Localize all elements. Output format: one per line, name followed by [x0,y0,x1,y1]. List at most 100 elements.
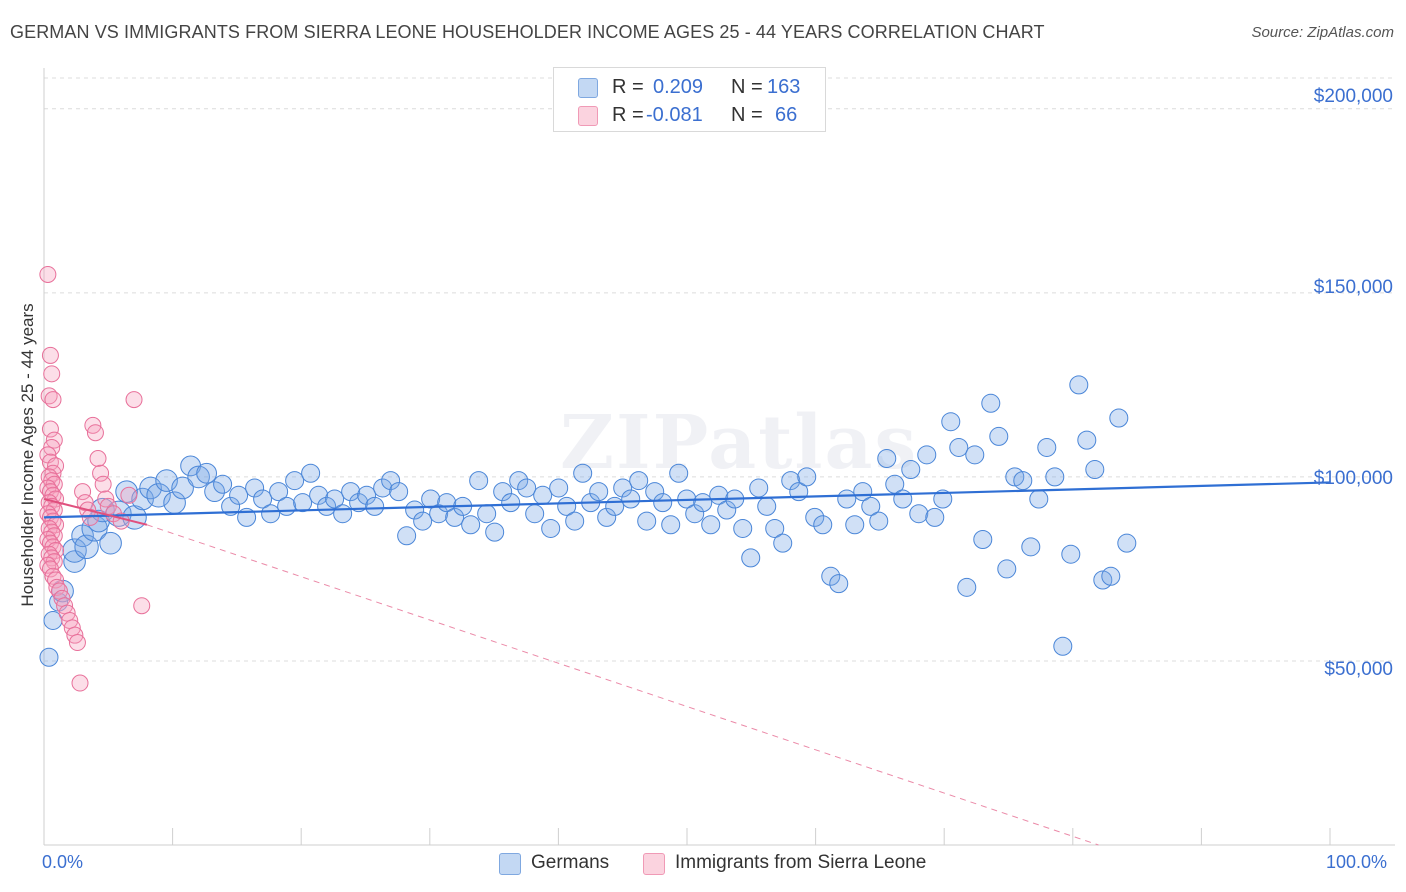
german-point [557,496,577,516]
german-point [797,467,817,487]
x-tick-label-min: 0.0% [42,852,84,872]
german-point [1101,566,1121,586]
legend-swatch-blue [578,78,598,98]
german-point [1013,471,1033,491]
sierra-leone-point [71,674,89,692]
german-point [1117,533,1137,553]
legend-row-sierra-leone: R = -0.081 N = 66 [554,101,825,129]
german-point [845,515,865,535]
legend-r-label: R = [612,104,644,126]
german-point [629,471,649,491]
german-point [565,511,585,531]
german-point [701,515,721,535]
german-point [909,504,929,524]
german-point [381,471,401,491]
legend-n-label: N = [731,104,763,126]
german-point [605,496,625,516]
german-point [285,471,305,491]
sierra-leone-trend-extension [146,524,1099,846]
sierra-leone-point [74,483,92,501]
german-point [621,489,641,509]
german-point [981,393,1001,413]
sierra-leone-point [133,597,151,615]
german-point [717,500,737,520]
x-tick-label-max: 100.0% [1326,852,1388,872]
sierra-leone-point [43,365,61,383]
german-point [1021,537,1041,557]
german-point [741,548,761,568]
german-point [517,478,537,498]
german-point [1053,636,1073,656]
german-point [39,647,59,667]
y-tick-label-150k: $150,000 [1313,277,1393,298]
legend-r-value: -0.081 [646,104,703,126]
german-point [389,482,409,502]
german-point [869,511,889,531]
german-point [357,485,377,505]
sierra-leone-point [125,391,143,409]
german-point [805,507,825,527]
german-point [269,482,289,502]
y-tick-label-50k: $50,000 [1324,659,1393,680]
german-point [397,526,417,546]
watermark: ZIPatlas [560,400,919,486]
german-point [301,463,321,483]
sierra-leone-point [92,464,110,482]
german-point [204,481,226,503]
german-point [573,463,593,483]
german-point [733,518,753,538]
german-point [341,482,361,502]
german-point [477,504,497,524]
german-point [997,559,1017,579]
german-trend-line [43,481,1331,519]
german-point [653,493,673,513]
german-point [957,577,977,597]
german-point [1045,467,1065,487]
german-point [757,496,777,516]
german-point [589,482,609,502]
german-point [1069,375,1089,395]
german-point [429,504,449,524]
legend-r-value: 0.209 [653,76,704,98]
german-point [917,445,937,465]
german-point [637,511,657,531]
german-point [413,511,433,531]
sierra-leone-point [86,424,104,442]
german-point [1061,544,1081,564]
german-point [765,518,785,538]
bottom-legend-swatch-pink [643,853,665,875]
german-point [421,489,441,509]
y-tick-label-200k: $200,000 [1313,86,1393,107]
german-point [509,471,529,491]
german-point [749,478,769,498]
german-point [781,471,801,491]
sierra-leone-point [44,391,62,409]
german-point [821,566,841,586]
y-tick-label-100k: $100,000 [1313,468,1393,489]
legend-n-value: 163 [767,76,801,98]
german-point [213,474,233,494]
german-point [277,496,297,516]
chart-title: GERMAN VS IMMIGRANTS FROM SIERRA LEONE H… [10,22,1045,42]
german-point [661,515,681,535]
german-point [373,478,393,498]
german-point [549,478,569,498]
german-point [196,462,218,484]
german-point [253,489,273,509]
german-point [861,496,881,516]
german-point [1109,408,1129,428]
german-point [261,504,281,524]
german-point [685,504,705,524]
german-point [325,489,345,509]
german-point [171,476,194,500]
bottom-legend-swatch-blue [499,853,521,875]
german-point [901,460,921,480]
german-point [461,515,481,535]
german-point [1037,437,1057,457]
german-point [229,485,249,505]
german-point [485,522,505,542]
german-point [989,426,1009,446]
german-point [365,496,385,516]
german-point [965,445,985,465]
